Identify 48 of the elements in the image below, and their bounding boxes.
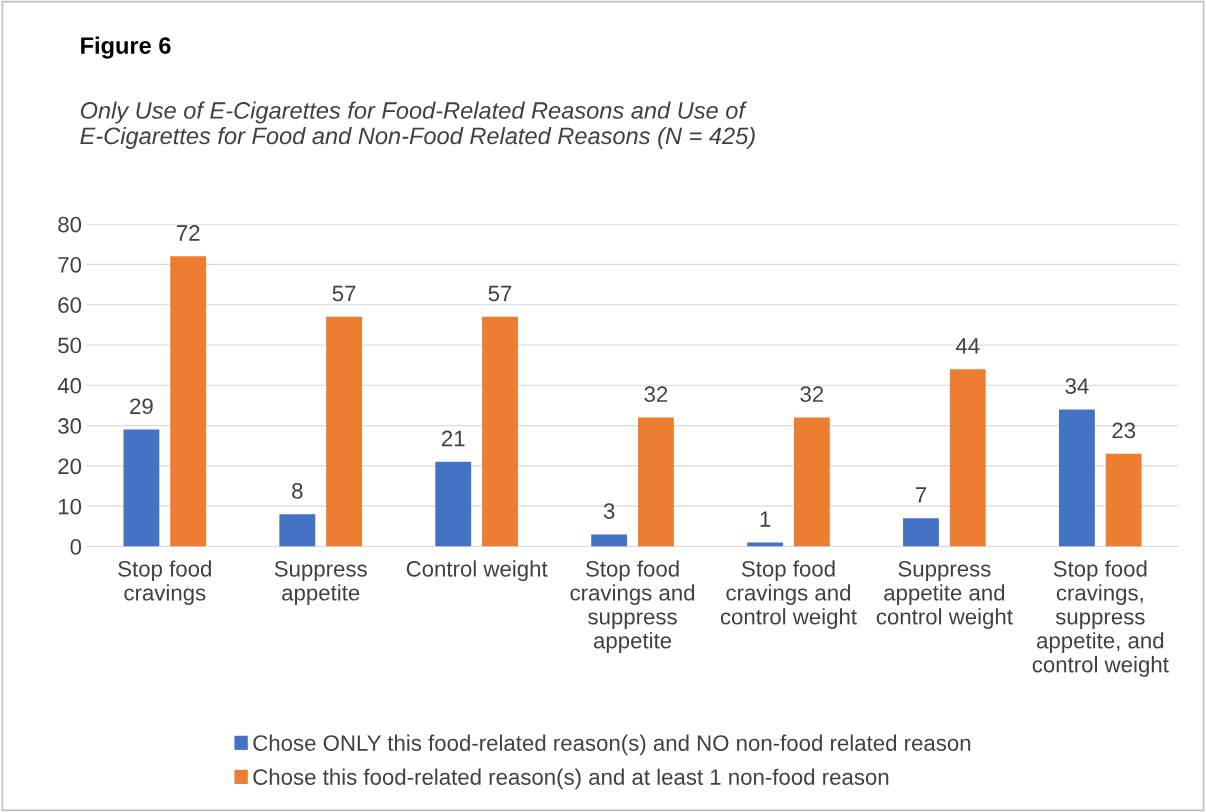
bar <box>326 316 363 547</box>
data-label: 1 <box>760 511 771 527</box>
data-label: 57 <box>488 285 512 302</box>
data-label: 72 <box>176 225 200 241</box>
x-tick-label: Stop food cravings <box>118 560 211 606</box>
y-tick-label: 70 <box>58 256 82 273</box>
y-tick-label: 20 <box>58 458 82 475</box>
bar <box>793 417 830 547</box>
x-tick-label: Suppress appetite <box>274 560 367 606</box>
legend-label: Chose this food-related reason(s) and at least 1 non-food reason <box>253 768 889 790</box>
y-tick-label: 60 <box>58 297 82 313</box>
bar <box>638 417 674 547</box>
y-tick-label: 0 <box>70 539 82 555</box>
y-tick-label: 80 <box>58 216 82 233</box>
bar <box>279 514 316 547</box>
data-label: 32 <box>644 386 668 403</box>
bar <box>903 518 939 547</box>
x-tick-label: Stop food cravings, suppress appetite, and control weight <box>1032 560 1169 677</box>
y-tick-label: 40 <box>57 377 82 394</box>
legend-label: Chose ONLY this food-related reason(s) and NO non-food related reason <box>253 734 971 756</box>
x-tick-label: Suppress appetite and control weight <box>876 560 1013 629</box>
x-tick-label: Stop food cravings and suppress appetite <box>570 560 695 653</box>
bar <box>747 542 784 547</box>
data-label: 57 <box>332 285 356 302</box>
bar <box>435 461 472 547</box>
data-label: 34 <box>1065 378 1089 394</box>
bar <box>591 534 628 547</box>
y-tick-label: 50 <box>58 337 82 354</box>
data-label: 44 <box>955 338 980 354</box>
chart-subtitle: Only Use of E-Cigarettes for Food-Related Reasons and Use of E-Cigarettes for Food and Non-Food Related Reasons (N = 425) <box>80 101 755 149</box>
bar <box>949 369 986 547</box>
data-label: 23 <box>1112 422 1136 439</box>
bar <box>1058 409 1095 547</box>
bar <box>482 316 518 547</box>
bar <box>123 429 160 547</box>
bar <box>1105 453 1142 547</box>
data-label: 29 <box>130 398 153 415</box>
y-tick-label: 10 <box>58 498 82 515</box>
data-label: 32 <box>800 386 824 403</box>
y-tick-label: 30 <box>58 418 82 434</box>
x-tick-label: Stop food cravings and control weight <box>720 560 857 629</box>
data-label: 21 <box>442 430 465 447</box>
bar <box>170 256 207 547</box>
data-label: 7 <box>915 487 927 503</box>
chart-title: Figure 6 <box>81 36 171 59</box>
x-tick-label: Control weight <box>406 560 548 582</box>
data-label: 8 <box>292 483 303 499</box>
data-label: 3 <box>603 503 615 519</box>
